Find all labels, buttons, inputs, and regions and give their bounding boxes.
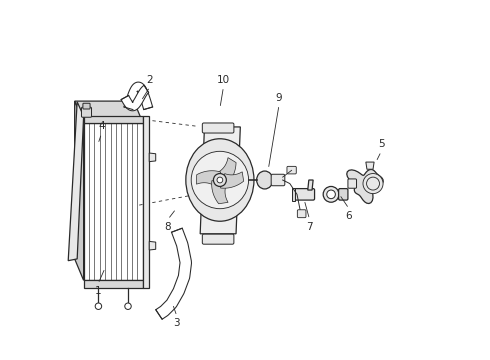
- Polygon shape: [366, 162, 374, 169]
- Polygon shape: [156, 228, 192, 319]
- Circle shape: [323, 186, 339, 202]
- Polygon shape: [218, 158, 236, 185]
- Polygon shape: [149, 153, 156, 162]
- FancyBboxPatch shape: [339, 189, 348, 200]
- FancyBboxPatch shape: [83, 103, 90, 109]
- Polygon shape: [292, 188, 295, 201]
- Polygon shape: [74, 101, 143, 123]
- Polygon shape: [200, 127, 240, 234]
- Polygon shape: [149, 242, 156, 250]
- Polygon shape: [308, 180, 313, 190]
- FancyBboxPatch shape: [287, 166, 296, 174]
- Text: 10: 10: [217, 75, 230, 85]
- Text: 9: 9: [276, 93, 282, 103]
- Polygon shape: [347, 170, 383, 203]
- Circle shape: [363, 174, 383, 194]
- Circle shape: [327, 190, 335, 199]
- Circle shape: [217, 177, 223, 183]
- Text: 5: 5: [378, 139, 385, 149]
- Ellipse shape: [257, 171, 273, 189]
- Ellipse shape: [186, 139, 254, 221]
- Polygon shape: [84, 116, 143, 123]
- Polygon shape: [74, 101, 84, 280]
- Text: 1: 1: [95, 286, 101, 296]
- Polygon shape: [220, 172, 244, 188]
- Polygon shape: [196, 171, 221, 185]
- FancyBboxPatch shape: [81, 107, 92, 117]
- FancyBboxPatch shape: [297, 210, 306, 218]
- Polygon shape: [121, 85, 148, 111]
- FancyBboxPatch shape: [271, 174, 285, 186]
- Circle shape: [125, 303, 131, 310]
- Text: 6: 6: [345, 211, 352, 221]
- FancyBboxPatch shape: [294, 189, 315, 200]
- Polygon shape: [124, 82, 153, 109]
- Text: 4: 4: [98, 121, 105, 131]
- Ellipse shape: [191, 151, 248, 209]
- FancyBboxPatch shape: [202, 123, 234, 133]
- FancyBboxPatch shape: [202, 234, 234, 244]
- Polygon shape: [212, 181, 228, 204]
- Polygon shape: [143, 116, 149, 288]
- Text: 8: 8: [165, 222, 171, 231]
- Polygon shape: [68, 102, 84, 261]
- Circle shape: [95, 303, 101, 310]
- Text: 3: 3: [173, 319, 180, 328]
- Circle shape: [367, 177, 379, 190]
- FancyBboxPatch shape: [348, 179, 357, 188]
- Polygon shape: [84, 280, 143, 288]
- Text: 2: 2: [147, 75, 153, 85]
- Circle shape: [214, 174, 226, 186]
- Text: 7: 7: [306, 222, 313, 231]
